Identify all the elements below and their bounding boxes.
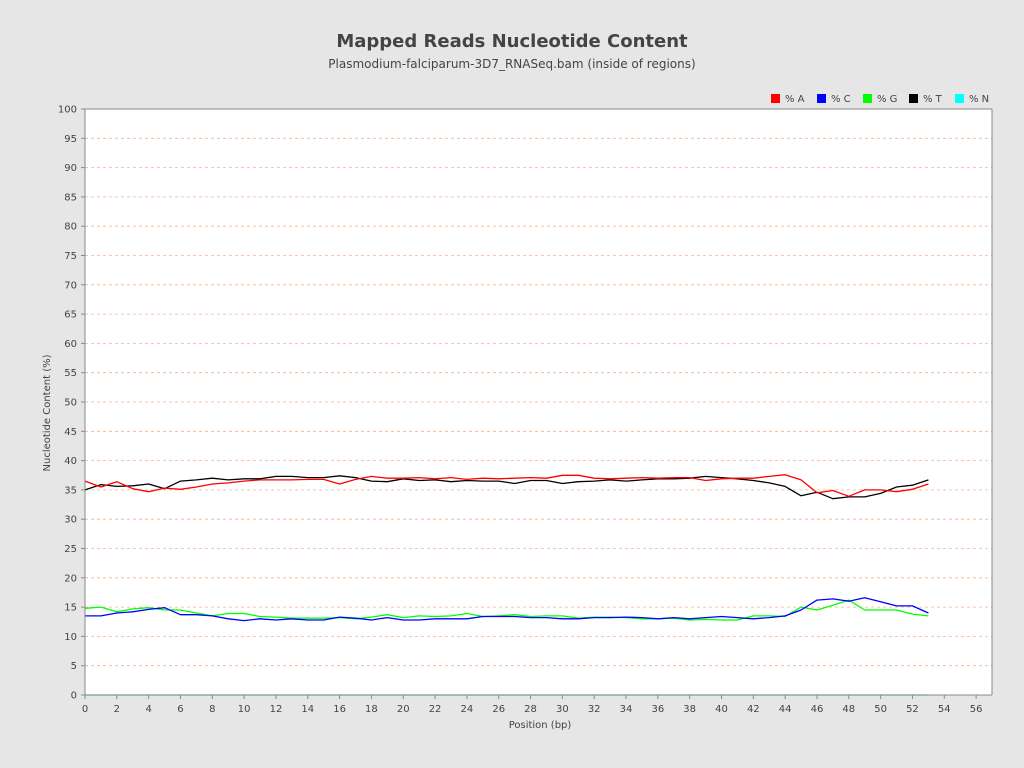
series-line-a [84,474,929,497]
x-tick-label: 2 [114,704,120,715]
y-axis-label: Nucleotide Content (%) [42,354,53,471]
series-line-c [85,597,929,622]
legend-swatch-c [817,94,826,103]
x-tick-label: 32 [588,704,601,715]
y-tick-label: 90 [64,163,77,174]
x-tick-label: 18 [365,704,378,715]
y-tick-label: 25 [64,544,77,555]
x-tick-label: 20 [397,704,410,715]
y-tick-label: 50 [64,398,77,409]
y-tick-label: 45 [64,427,77,438]
legend-swatch-g [863,94,872,103]
x-tick-label: 0 [82,704,88,715]
x-axis-label: Position (bp) [509,720,572,731]
y-tick-label: 75 [64,251,77,262]
legend-label-g: % G [877,94,897,105]
legend-label-c: % C [831,94,851,105]
legend-label-a: % A [785,94,805,105]
series-lines [84,474,929,696]
legend-label-n: % N [969,94,989,105]
legend: % A % C % G % T % N [771,94,989,105]
x-tick-label: 22 [429,704,442,715]
x-tick-label: 36 [651,704,664,715]
x-tick-label: 48 [842,704,855,715]
x-tick-label: 54 [938,704,951,715]
y-tick-label: 5 [71,661,77,672]
x-tick-label: 46 [811,704,824,715]
x-tick-label: 24 [461,704,474,715]
x-tick-label: 30 [556,704,569,715]
x-tick-label: 12 [270,704,283,715]
x-tick-label: 52 [906,704,919,715]
y-tick-label: 85 [64,192,77,203]
x-tick-label: 50 [874,704,887,715]
y-tick-label: 30 [64,515,77,526]
x-tick-label: 40 [715,704,728,715]
y-tick-label: 40 [64,456,77,467]
legend-label-t: % T [923,94,943,105]
x-tick-label: 44 [779,704,792,715]
y-tick-label: 60 [64,339,77,350]
y-tick-label: 15 [64,603,77,614]
y-tick-label: 35 [64,485,77,496]
y-tick-label: 95 [64,134,77,145]
chart-subtitle: Plasmodium-falciparum-3D7_RNASeq.bam (in… [328,57,696,71]
y-tick-label: 70 [64,280,77,291]
x-tick-label: 38 [683,704,696,715]
x-tick-label: 4 [145,704,151,715]
x-tick-label: 16 [333,704,346,715]
y-tick-label: 65 [64,310,77,321]
x-tick-label: 56 [970,704,983,715]
x-tick-label: 34 [620,704,633,715]
x-tick-label: 26 [492,704,505,715]
chart-title: Mapped Reads Nucleotide Content [336,31,688,52]
legend-swatch-t [909,94,918,103]
grid-lines [85,137,992,667]
y-tick-label: 100 [58,105,77,116]
x-tick-label: 10 [238,704,251,715]
y-tick-label: 0 [71,691,77,702]
x-tick-label: 28 [524,704,537,715]
legend-swatch-a [771,94,780,103]
axis-ticks: 0510152025303540455055606570758085909510… [58,105,983,716]
y-tick-label: 55 [64,368,77,379]
legend-swatch-n [955,94,964,103]
y-tick-label: 80 [64,222,77,233]
y-tick-label: 20 [64,573,77,584]
series-line-t [84,475,929,500]
x-tick-label: 6 [177,704,183,715]
y-tick-label: 10 [64,632,77,643]
x-tick-label: 8 [209,704,215,715]
x-tick-label: 42 [747,704,760,715]
x-tick-label: 14 [301,704,314,715]
